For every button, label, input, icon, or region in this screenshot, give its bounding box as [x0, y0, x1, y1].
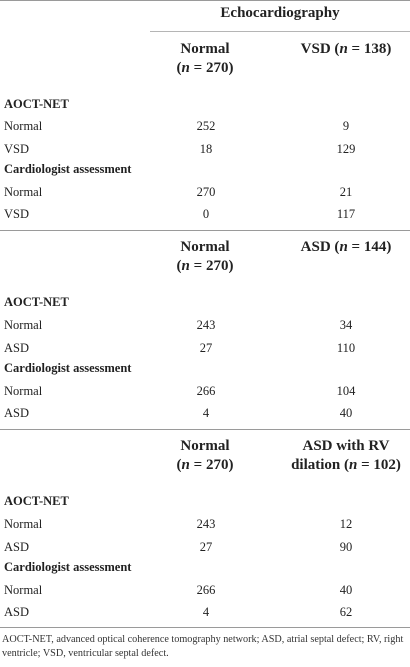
- block3-group2-title: Cardiologist assessment: [4, 560, 132, 574]
- block1-g1-row2-v2: 129: [336, 142, 356, 156]
- block3-g2-row2-v1: 4: [202, 605, 210, 619]
- block2-col2-header: ASD (n = 144): [300, 239, 392, 255]
- block3-g1-row1-label: Normal: [4, 517, 43, 531]
- block1-g1-row2-label: VSD: [4, 142, 30, 156]
- block3-col1-header-line1: Normal: [180, 438, 230, 454]
- table-bottom-rule: [0, 627, 410, 628]
- block2-g1-row1-v2: 34: [339, 318, 353, 332]
- block1-g2-row2-label: VSD: [4, 207, 30, 221]
- header-subrule: [150, 31, 410, 32]
- block2-bottom-rule: [0, 429, 410, 430]
- block3-g1-row2-v2: 90: [339, 540, 353, 554]
- block1-group2-title: Cardiologist assessment: [4, 162, 132, 176]
- block3-g1-row2-v1: 27: [199, 540, 213, 554]
- block3-g2-row1-v2: 40: [339, 583, 353, 597]
- block2-g2-row1-v1: 266: [196, 384, 216, 398]
- block2-g1-row2-v2: 110: [336, 341, 356, 355]
- block3-col2-header-line2: dilation (n = 102): [291, 457, 401, 473]
- block1-g1-row1-v1: 252: [196, 119, 216, 133]
- block2-g2-row2-label: ASD: [4, 406, 30, 420]
- block3-g1-row1-v1: 243: [196, 517, 216, 531]
- block2-g1-row1-v1: 243: [196, 318, 216, 332]
- block1-g2-row1-v1: 270: [196, 185, 216, 199]
- block3-col1-header-line2: (n = 270): [176, 457, 234, 473]
- block1-bottom-rule: [0, 230, 410, 231]
- block1-col1-header-line2: (n = 270): [176, 60, 234, 76]
- block1-col1-header-line1: Normal: [180, 41, 230, 57]
- block3-g1-row1-v2: 12: [339, 517, 353, 531]
- block1-g2-row1-v2: 21: [339, 185, 353, 199]
- block3-g2-row2-v2: 62: [339, 605, 353, 619]
- block3-col2-header-line1: ASD with RV: [302, 438, 390, 454]
- block3-g2-row2-label: ASD: [4, 605, 30, 619]
- block3-g1-row2-label: ASD: [4, 540, 30, 554]
- block2-group1-title: AOCT-NET: [4, 295, 69, 309]
- block2-col1-header-line2: (n = 270): [176, 258, 234, 274]
- block2-g2-row2-v1: 4: [202, 406, 210, 420]
- block1-group1-title: AOCT-NET: [4, 97, 69, 111]
- block2-g1-row2-label: ASD: [4, 341, 30, 355]
- block3-group1-title: AOCT-NET: [4, 494, 69, 508]
- block2-g2-row1-v2: 104: [336, 384, 356, 398]
- top-rule: [0, 0, 410, 1]
- block2-g2-row1-label: Normal: [4, 384, 43, 398]
- block2-g1-row1-label: Normal: [4, 318, 43, 332]
- block1-g1-row2-v1: 18: [199, 142, 213, 156]
- echocardiography-header: Echocardiography: [220, 5, 340, 21]
- block2-g1-row2-v1: 27: [199, 341, 213, 355]
- block1-g2-row1-label: Normal: [4, 185, 43, 199]
- block2-group2-title: Cardiologist assessment: [4, 361, 132, 375]
- block1-g2-row2-v2: 117: [336, 207, 356, 221]
- block1-g1-row1-label: Normal: [4, 119, 43, 133]
- block2-g2-row2-v2: 40: [339, 406, 353, 420]
- block1-g2-row2-v1: 0: [202, 207, 210, 221]
- block3-g2-row1-v1: 266: [196, 583, 216, 597]
- block1-col2-header: VSD (n = 138): [300, 41, 392, 57]
- block2-col1-header-line1: Normal: [180, 239, 230, 255]
- block1-g1-row1-v2: 9: [342, 119, 350, 133]
- table-footnote: AOCT-NET, advanced optical coherence tom…: [2, 634, 404, 659]
- block3-g2-row1-label: Normal: [4, 583, 43, 597]
